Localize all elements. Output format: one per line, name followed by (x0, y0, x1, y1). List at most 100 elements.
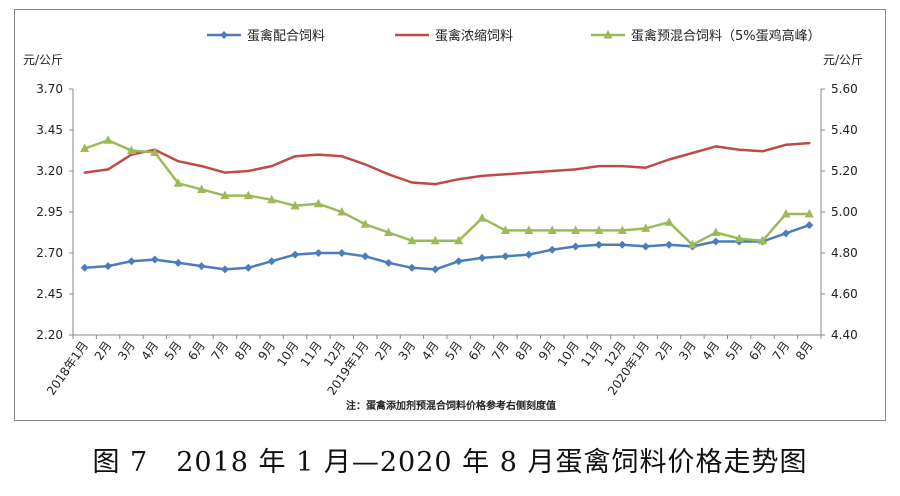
left-tick-label: 2.20 (36, 328, 63, 342)
data-point (313, 198, 323, 208)
x-tick-label: 3月 (396, 339, 419, 363)
data-point (524, 225, 534, 234)
data-point (173, 178, 183, 187)
data-point (363, 163, 367, 166)
left-tick-label: 3.20 (36, 164, 63, 178)
data-point (243, 190, 253, 200)
data-point (200, 164, 203, 168)
data-point (387, 173, 390, 176)
x-tick-label: 8月 (513, 339, 536, 363)
right-tick-label: 4.40 (831, 328, 858, 342)
data-point (804, 209, 814, 218)
left-tick-label: 2.70 (36, 246, 63, 260)
data-point (641, 242, 650, 251)
data-point (454, 257, 463, 266)
data-point (314, 249, 323, 257)
data-point (150, 255, 159, 264)
data-point (504, 173, 507, 176)
left-tick-label: 3.70 (36, 82, 63, 96)
x-tick-label: 5月 (162, 339, 185, 363)
data-point (524, 250, 533, 259)
data-point (317, 153, 320, 156)
data-point (174, 258, 183, 267)
data-point (103, 135, 113, 144)
data-point (711, 237, 720, 246)
data-point (621, 164, 624, 168)
data-point (550, 169, 554, 173)
data-point (664, 217, 674, 226)
chart-note: 注：蛋禽添加剂预混合饲料价格参考右侧刻度值 (346, 399, 556, 412)
x-tick-label: 5月 (442, 339, 465, 363)
series-line-3 (84, 139, 810, 247)
x-tick-label: 6月 (466, 339, 489, 363)
x-tick-label: 5月 (723, 339, 746, 363)
data-point (223, 171, 227, 174)
data-point (805, 221, 814, 230)
data-point (220, 190, 230, 200)
data-point (667, 158, 671, 161)
legend-label-1: 蛋禽配合饲料 (247, 28, 325, 44)
legend-label-3: 蛋禽预混合饲料（5%蛋鸡高峰） (631, 28, 821, 44)
data-point (104, 262, 113, 271)
data-point (571, 242, 580, 251)
data-point (337, 207, 347, 216)
price-trend-chart: 2.20 2.45 2.70 2.95 3.20 3.45 3.70 4.40 4.60 4.80… (23, 28, 863, 412)
series-line-2 (84, 141, 810, 186)
data-point (197, 262, 206, 271)
data-point (247, 169, 250, 173)
x-tick-label: 11月 (578, 339, 605, 369)
x-tick-label: 11月 (298, 339, 325, 369)
data-point (197, 184, 207, 193)
data-point (293, 155, 297, 158)
data-point (618, 240, 627, 249)
data-point (407, 263, 416, 272)
data-point (384, 227, 394, 236)
x-tick-label: 4月 (139, 339, 162, 363)
left-tick-label: 2.45 (36, 287, 63, 301)
x-tick-label: 10月 (274, 339, 301, 369)
data-point (761, 150, 764, 153)
data-point (431, 265, 440, 274)
data-point (430, 235, 440, 245)
x-tick-label: 4月 (419, 339, 442, 363)
data-point (220, 265, 229, 274)
data-point (784, 143, 788, 146)
data-point (478, 253, 487, 262)
data-point (291, 250, 300, 259)
data-point (360, 219, 370, 228)
data-point (127, 257, 136, 266)
legend-marker (220, 31, 228, 39)
data-point (340, 155, 344, 158)
data-point (734, 233, 744, 243)
data-point (80, 263, 89, 272)
data-point (547, 225, 557, 234)
data-point (711, 227, 721, 236)
data-point (641, 223, 651, 232)
figure-caption: 图 7 2018 年 1 月—2020 年 8 月蛋禽饲料价格走势图 (92, 447, 808, 478)
right-tick-label: 5.00 (831, 205, 858, 219)
legend-label-2: 蛋禽浓缩饲料 (435, 28, 513, 44)
x-tick-label: 4月 (700, 339, 723, 363)
x-tick-label: 7月 (489, 339, 512, 363)
x-tick-label: 2月 (372, 339, 395, 363)
x-tick-label: 6月 (185, 339, 208, 363)
series-line-1 (84, 223, 810, 271)
data-point (434, 182, 437, 186)
data-point (83, 171, 86, 174)
data-point (267, 257, 276, 266)
data-point (571, 225, 581, 234)
data-point (691, 151, 694, 155)
right-tick-label: 5.60 (831, 82, 858, 96)
data-point (644, 166, 647, 169)
right-tick-label: 5.40 (831, 123, 858, 137)
x-tick-label: 3月 (115, 339, 138, 363)
left-tick-label: 2.95 (36, 205, 63, 219)
data-point (407, 235, 417, 245)
chart-frame: 2.20 2.45 2.70 2.95 3.20 3.45 3.70 4.40 4.60 4.80… (14, 9, 886, 421)
data-point (361, 252, 370, 261)
data-point (480, 174, 484, 178)
left-tick-label: 3.45 (36, 123, 63, 137)
data-point (384, 258, 393, 267)
data-point (597, 164, 601, 168)
data-point (410, 181, 414, 184)
